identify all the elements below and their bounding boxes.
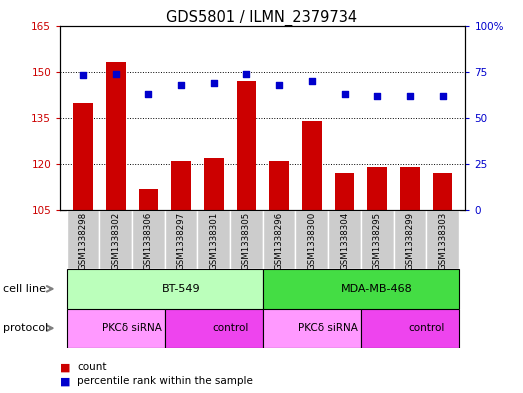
Bar [165, 210, 198, 269]
Bar [67, 210, 99, 269]
Bar [165, 309, 263, 348]
Text: ■: ■ [60, 362, 71, 373]
Text: PKCδ siRNA: PKCδ siRNA [102, 323, 162, 333]
Point [144, 91, 153, 97]
Text: cell line: cell line [3, 284, 46, 294]
Text: control: control [212, 323, 248, 333]
Point [373, 93, 381, 99]
Text: PKCδ siRNA: PKCδ siRNA [298, 323, 358, 333]
Bar [269, 161, 289, 210]
Point [79, 72, 87, 79]
Point [438, 93, 447, 99]
Bar [106, 62, 126, 210]
Bar [73, 103, 93, 210]
Point [308, 78, 316, 84]
Bar [263, 210, 295, 269]
Point [406, 93, 414, 99]
Text: BT-549: BT-549 [162, 284, 200, 294]
Text: GSM1338302: GSM1338302 [111, 212, 120, 270]
Bar [172, 161, 191, 210]
Point [177, 81, 185, 88]
Text: GSM1338296: GSM1338296 [275, 212, 283, 270]
Text: MDA-MB-468: MDA-MB-468 [342, 284, 413, 294]
Text: ■: ■ [60, 376, 71, 386]
Text: GSM1338295: GSM1338295 [373, 212, 382, 270]
Point [111, 70, 120, 77]
Bar [361, 309, 459, 348]
Bar [335, 173, 355, 210]
Point [242, 70, 251, 77]
Text: control: control [408, 323, 445, 333]
Text: percentile rank within the sample: percentile rank within the sample [77, 376, 253, 386]
Bar [230, 210, 263, 269]
Text: GSM1338305: GSM1338305 [242, 212, 251, 270]
Bar [302, 121, 322, 210]
Text: GSM1338297: GSM1338297 [177, 212, 186, 270]
Bar [67, 309, 165, 348]
Bar [263, 309, 361, 348]
Bar [263, 269, 459, 309]
Bar [400, 167, 419, 210]
Bar [433, 173, 452, 210]
Text: count: count [77, 362, 106, 373]
Bar [426, 210, 459, 269]
Bar [139, 189, 158, 210]
Text: GSM1338298: GSM1338298 [78, 212, 87, 270]
Bar [67, 269, 263, 309]
Text: GSM1338304: GSM1338304 [340, 212, 349, 270]
Text: GSM1338300: GSM1338300 [308, 212, 316, 270]
Text: GDS5801 / ILMN_2379734: GDS5801 / ILMN_2379734 [166, 10, 357, 26]
Bar [367, 167, 387, 210]
Bar [99, 210, 132, 269]
Point [275, 81, 283, 88]
Text: GSM1338306: GSM1338306 [144, 212, 153, 270]
Point [340, 91, 349, 97]
Text: GSM1338299: GSM1338299 [405, 212, 414, 270]
Text: GSM1338301: GSM1338301 [209, 212, 218, 270]
Bar [295, 210, 328, 269]
Bar [394, 210, 426, 269]
Bar [204, 158, 224, 210]
Point [210, 80, 218, 86]
Text: GSM1338303: GSM1338303 [438, 212, 447, 270]
Bar [361, 210, 394, 269]
Bar [198, 210, 230, 269]
Text: protocol: protocol [3, 323, 48, 333]
Bar [237, 81, 256, 210]
Bar [132, 210, 165, 269]
Bar [328, 210, 361, 269]
